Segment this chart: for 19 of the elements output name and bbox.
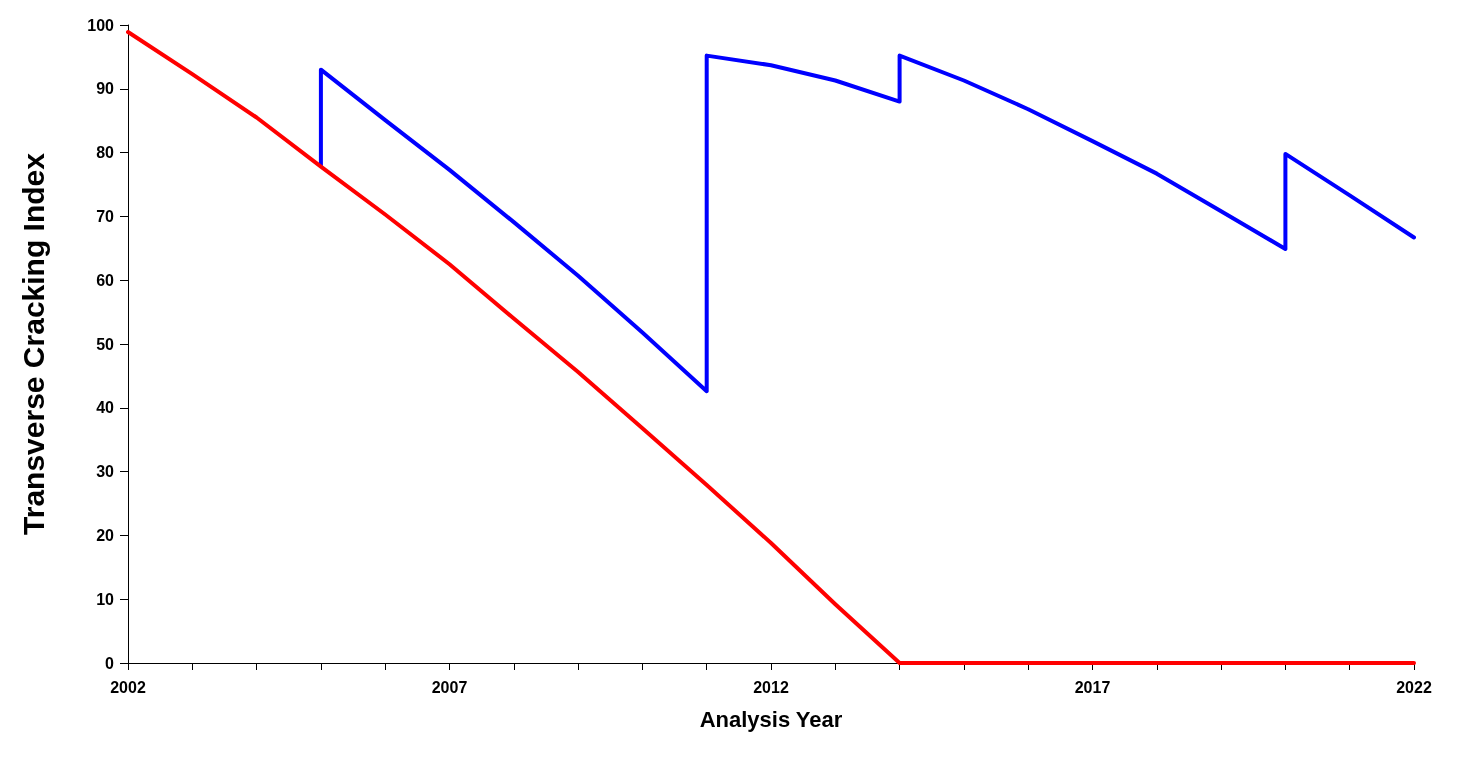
x-tick-label: 2017: [1074, 678, 1111, 696]
x-axis-title: Analysis Year: [699, 706, 843, 732]
y-tick-label: 50: [96, 335, 115, 353]
x-tick-label: 2002: [110, 678, 146, 696]
x-tick-label: 2012: [753, 678, 789, 696]
line-series: [318, 53, 1416, 394]
y-tick-label: 80: [96, 144, 115, 162]
y-tick-label: 60: [96, 271, 115, 289]
y-tick-label: 70: [96, 207, 115, 225]
x-tick-label: 2022: [1396, 678, 1432, 696]
y-tick-label: 90: [96, 80, 115, 98]
y-tick-label: 0: [105, 654, 115, 672]
y-axis-title: Transverse Cracking Index: [16, 152, 50, 535]
y-tick-label: 10: [96, 590, 115, 608]
x-tick-label: 2007: [431, 678, 468, 696]
y-tick-label: 30: [96, 463, 115, 481]
y-tick-label: 20: [96, 526, 115, 544]
y-tick-label: 100: [87, 16, 115, 34]
y-tick-label: 40: [96, 399, 115, 417]
